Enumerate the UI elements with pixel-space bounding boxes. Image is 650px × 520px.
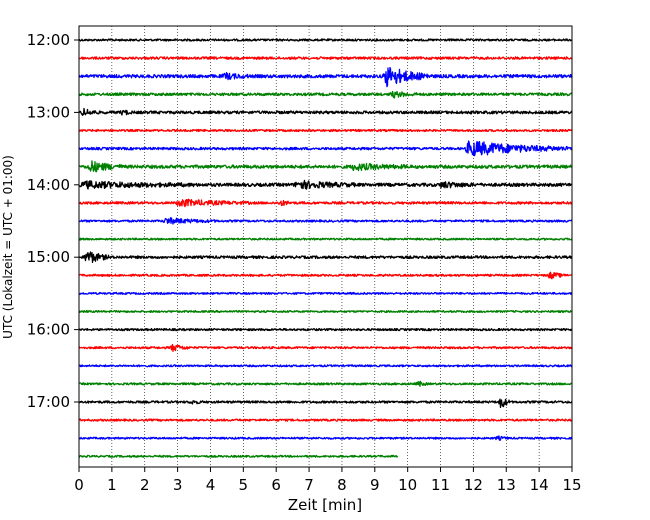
trace-1645	[78, 380, 573, 387]
x-tick-label-15: 15	[562, 476, 581, 494]
trace-1345	[78, 160, 573, 173]
trace-1630	[78, 364, 573, 368]
trace-1215	[78, 56, 573, 60]
y-axis-ticks: 12:00 13:00 14:00 15:00 16:00 17:00	[27, 31, 79, 411]
x-tick-label-4: 4	[206, 476, 216, 494]
y-tick-label-0: 12:00	[27, 31, 70, 49]
x-tick-label-12: 12	[464, 476, 483, 494]
trace-1415	[78, 198, 573, 208]
trace-1730	[78, 435, 573, 441]
trace-1430	[78, 217, 573, 225]
trace-1545	[78, 309, 573, 314]
y-tick-label-4: 16:00	[27, 321, 70, 339]
trace-1700	[78, 398, 573, 409]
x-tick-label-10: 10	[398, 476, 417, 494]
y-axis-label: UTC (Lokalzeit = UTC + 01:00)	[1, 155, 15, 339]
x-tick-label-7: 7	[304, 476, 314, 494]
trace-1400	[78, 179, 573, 190]
trace-1315	[78, 128, 573, 133]
y-tick-label-2: 14:00	[27, 176, 70, 194]
trace-1515	[78, 271, 573, 280]
trace-1300	[78, 107, 573, 116]
x-tick-label-9: 9	[370, 476, 380, 494]
x-tick-label-0: 0	[74, 476, 84, 494]
x-tick-label-14: 14	[530, 476, 549, 494]
trace-1530	[78, 291, 573, 295]
y-tick-label-1: 13:00	[27, 103, 70, 121]
trace-1500	[78, 251, 573, 264]
trace-1615	[78, 343, 573, 353]
x-tick-label-13: 13	[497, 476, 516, 494]
x-tick-label-5: 5	[239, 476, 249, 494]
plot-area	[79, 26, 572, 467]
x-tick-label-3: 3	[173, 476, 183, 494]
plot-frame	[78, 25, 573, 468]
trace-1330	[78, 140, 573, 157]
x-tick-label-8: 8	[337, 476, 347, 494]
trace-1445	[78, 237, 573, 241]
trace-1230	[78, 66, 573, 88]
x-tick-label-6: 6	[271, 476, 281, 494]
trace-1200	[78, 38, 573, 42]
y-tick-label-5: 17:00	[27, 393, 70, 411]
x-axis-label: Zeit [min]	[288, 496, 362, 514]
x-tick-label-2: 2	[140, 476, 150, 494]
trace-1715	[78, 418, 573, 422]
x-tick-label-1: 1	[107, 476, 117, 494]
seismic-traces	[78, 38, 573, 458]
trace-1745	[78, 454, 399, 458]
x-tick-label-11: 11	[431, 476, 450, 494]
trace-1600	[78, 327, 573, 332]
y-tick-label-3: 15:00	[27, 248, 70, 266]
trace-1245	[78, 90, 573, 99]
x-axis-ticks: 0 1 2 3 4 5 6 7 8 9 10 11 12 13 14 15	[74, 467, 582, 494]
